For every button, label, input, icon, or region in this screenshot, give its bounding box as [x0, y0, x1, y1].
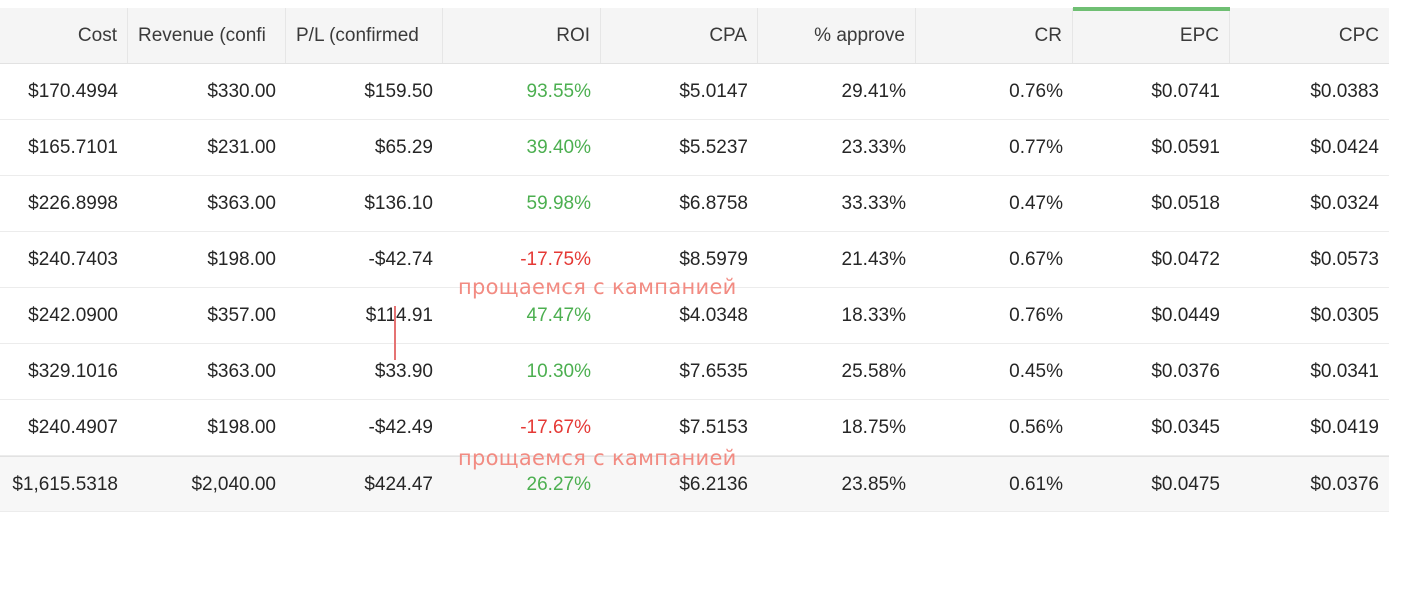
cell-revenue: $363.00 — [207, 193, 276, 214]
cell-approve: 33.33% — [841, 193, 906, 214]
column-header-cpc[interactable]: CPC — [1338, 25, 1379, 46]
column-header-cost[interactable]: Cost — [0, 8, 128, 63]
cell-pl: $33.90 — [374, 361, 433, 382]
cell-epc: $0.0741 — [1151, 81, 1220, 102]
cell-revenue: $231.00 — [207, 137, 276, 158]
cell-cr: 0.47% — [1009, 193, 1063, 214]
sort-indicator-bar — [1073, 7, 1230, 11]
annotation-note: прощаемся с кампанией — [458, 275, 737, 299]
column-header-revenue[interactable]: Revenue (confi — [128, 8, 286, 63]
cell-pl: -$42.49 — [368, 417, 433, 438]
cell-roi: 93.55% — [526, 81, 591, 102]
cell-roi: 26.27% — [526, 474, 591, 495]
column-header-cpa[interactable]: CPA — [601, 8, 758, 63]
cell-cpa: $6.8758 — [679, 193, 748, 214]
cell-roi: 10.30% — [526, 361, 591, 382]
cell-approve: 29.41% — [841, 81, 906, 102]
cell-approve: 21.43% — [841, 249, 906, 270]
cell-cpa: $6.2136 — [679, 474, 748, 495]
cell-revenue: $2,040.00 — [191, 474, 276, 495]
cell-cpc: $0.0419 — [1310, 417, 1379, 438]
cell-cost: $226.8998 — [28, 193, 118, 214]
cell-epc: $0.0472 — [1151, 249, 1220, 270]
cell-roi: 39.40% — [526, 137, 591, 158]
cell-revenue: $330.00 — [207, 81, 276, 102]
cell-cpa: $7.6535 — [679, 361, 748, 382]
cell-approve: 23.33% — [841, 137, 906, 158]
cell-cpc: $0.0376 — [1310, 474, 1379, 495]
table-row[interactable]: $242.0900 $357.00 $114.91 47.47% $4.0348 18.3… — [0, 288, 1389, 344]
cell-epc: $0.0518 — [1151, 193, 1220, 214]
cell-cost: $1,615.5318 — [12, 474, 118, 495]
cell-approve: 18.33% — [841, 305, 906, 326]
cell-cost: $170.4994 — [28, 81, 118, 102]
cell-cr: 0.45% — [1009, 361, 1063, 382]
cell-cost: $240.4907 — [28, 417, 118, 438]
cell-cpc: $0.0341 — [1310, 361, 1379, 382]
cell-cost: $242.0900 — [28, 305, 118, 326]
cell-approve: 23.85% — [841, 474, 906, 495]
table-header: Cost Revenue (confi P/L (confirmed ROI C… — [0, 8, 1389, 64]
cell-cpc: $0.0383 — [1310, 81, 1379, 102]
cell-roi: -17.67% — [520, 417, 591, 438]
cell-pl: $114.91 — [365, 305, 433, 326]
table-row[interactable]: $165.7101 $231.00 $65.29 39.40% $5.5237 23.33… — [0, 120, 1389, 176]
cell-cpc: $0.0324 — [1310, 193, 1379, 214]
cell-epc: $0.0475 — [1151, 474, 1220, 495]
cell-pl: $136.10 — [364, 193, 433, 214]
table-row[interactable]: $226.8998 $363.00 $136.10 59.98% $6.8758 33.3… — [0, 176, 1389, 232]
cell-cpa: $5.0147 — [679, 81, 748, 102]
cell-cost: $240.7403 — [28, 249, 118, 270]
cell-cr: 0.77% — [1009, 137, 1063, 158]
table-total-row[interactable]: $1,615.5318 $2,040.00 $424.47 26.27% $6.2136… — [0, 456, 1389, 512]
cell-cr: 0.56% — [1009, 417, 1063, 438]
cell-epc: $0.0376 — [1151, 361, 1220, 382]
cell-epc: $0.0345 — [1151, 417, 1220, 438]
cell-revenue: $198.00 — [207, 417, 276, 438]
cell-revenue: $363.00 — [207, 361, 276, 382]
text-cursor-mark — [394, 306, 396, 360]
cell-cpc: $0.0573 — [1310, 249, 1379, 270]
table-row[interactable]: $170.4994 $330.00 $159.50 93.55% $5.0147 29.4… — [0, 64, 1389, 120]
cell-cr: 0.67% — [1009, 249, 1063, 270]
cell-roi: 47.47% — [526, 305, 591, 326]
cell-epc: $0.0591 — [1151, 137, 1220, 158]
cell-cpc: $0.0305 — [1310, 305, 1379, 326]
cell-cpa: $5.5237 — [679, 137, 748, 158]
cell-roi: -17.75% — [520, 249, 591, 270]
cell-pl: $159.50 — [364, 81, 433, 102]
cell-cpa: $8.5979 — [679, 249, 748, 270]
cell-revenue: $357.00 — [207, 305, 276, 326]
annotation-note: прощаемся с кампанией — [458, 446, 737, 470]
column-header-roi[interactable]: ROI — [443, 8, 601, 63]
cell-cpa: $4.0348 — [679, 305, 748, 326]
cell-cr: 0.76% — [1009, 305, 1063, 326]
cell-cr: 0.76% — [1009, 81, 1063, 102]
column-header-pl[interactable]: P/L (confirmed — [286, 8, 443, 63]
column-header-epc[interactable]: EPC — [1073, 8, 1230, 63]
cell-cr: 0.61% — [1009, 474, 1063, 495]
cell-pl: $65.29 — [374, 137, 433, 158]
cell-cost: $329.1016 — [28, 361, 118, 382]
cell-roi: 59.98% — [526, 193, 591, 214]
cell-approve: 25.58% — [841, 361, 906, 382]
table-row[interactable]: $329.1016 $363.00 $33.90 10.30% $7.6535 25.58… — [0, 344, 1389, 400]
cell-approve: 18.75% — [841, 417, 906, 438]
cell-cost: $165.7101 — [28, 137, 118, 158]
cell-cpa: $7.5153 — [679, 417, 748, 438]
column-header-cr[interactable]: CR — [916, 8, 1073, 63]
table-row[interactable]: $240.4907 $198.00 -$42.49 -17.67% $7.5153 18.… — [0, 400, 1389, 456]
cell-pl: -$42.74 — [368, 249, 433, 270]
cell-pl: $424.47 — [364, 474, 433, 495]
cell-epc: $0.0449 — [1151, 305, 1220, 326]
cell-cpc: $0.0424 — [1310, 137, 1379, 158]
column-header-approve[interactable]: % approve — [758, 8, 916, 63]
table-row[interactable]: $240.7403 $198.00 -$42.74 -17.75% $8.5979 21.… — [0, 232, 1389, 288]
cell-revenue: $198.00 — [207, 249, 276, 270]
